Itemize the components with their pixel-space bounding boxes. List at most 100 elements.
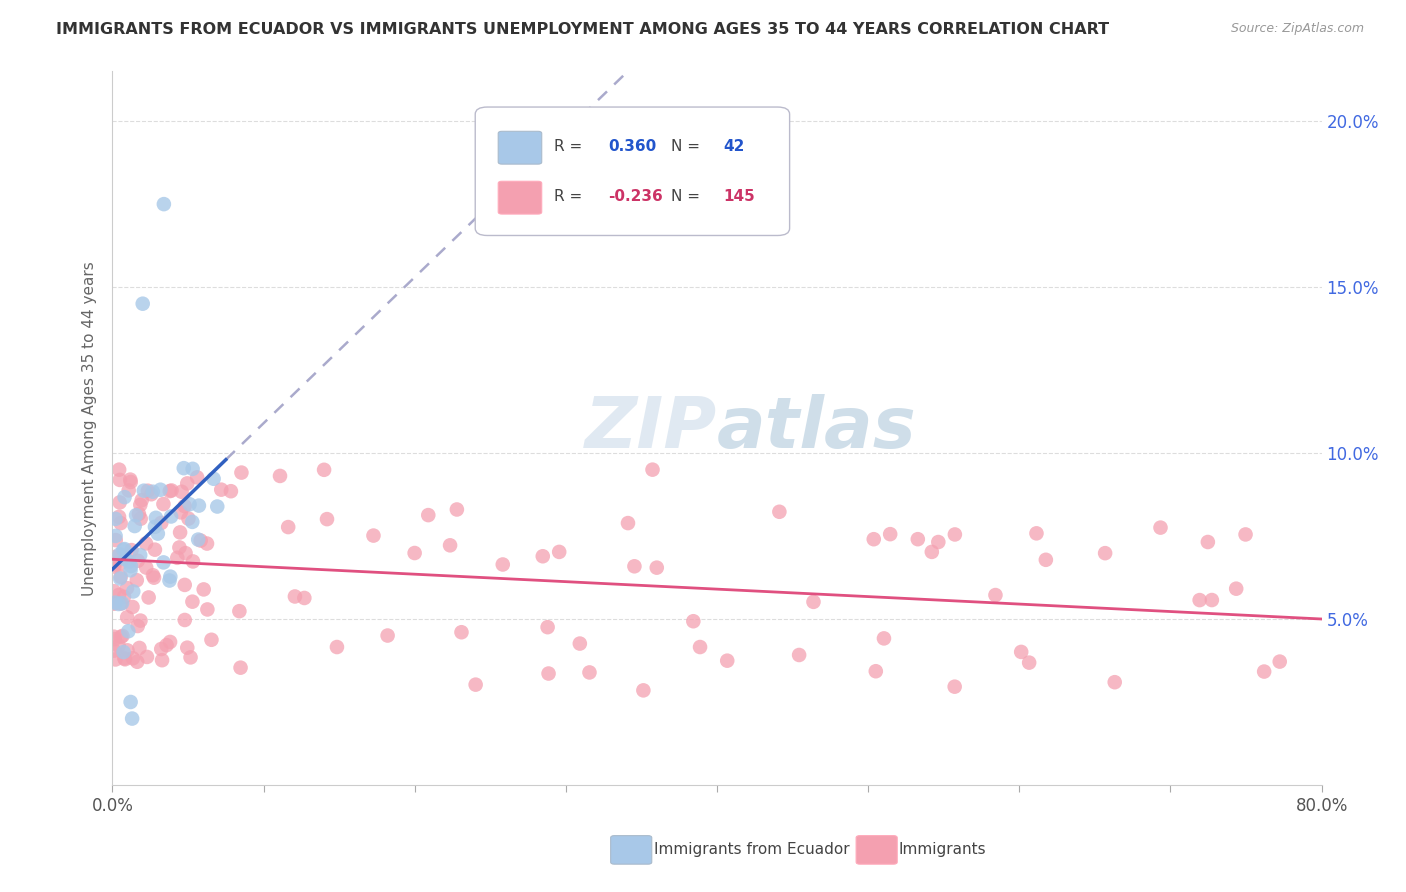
Point xyxy=(108,572,131,586)
Point xyxy=(173,613,195,627)
Point xyxy=(117,643,139,657)
Point xyxy=(149,483,172,497)
Point xyxy=(277,520,299,534)
Point xyxy=(104,512,127,526)
Text: 42: 42 xyxy=(723,139,745,153)
Point xyxy=(787,648,810,662)
Point xyxy=(181,515,204,529)
Point xyxy=(114,542,136,557)
Point xyxy=(187,499,209,513)
Point xyxy=(617,516,640,530)
Point xyxy=(1225,582,1247,596)
Point xyxy=(159,484,181,499)
Point xyxy=(111,596,134,610)
FancyBboxPatch shape xyxy=(475,107,790,235)
Point xyxy=(984,588,1007,602)
Y-axis label: Unemployment Among Ages 35 to 44 years: Unemployment Among Ages 35 to 44 years xyxy=(82,260,97,596)
Point xyxy=(103,584,125,599)
Point xyxy=(1234,527,1257,541)
Point xyxy=(129,614,152,628)
Text: Source: ZipAtlas.com: Source: ZipAtlas.com xyxy=(1230,22,1364,36)
Point xyxy=(120,559,142,574)
Point xyxy=(117,624,139,639)
Point xyxy=(1094,546,1116,560)
Point xyxy=(578,665,600,680)
Point xyxy=(645,560,668,574)
Text: 0.360: 0.360 xyxy=(609,139,657,153)
Point xyxy=(207,500,229,514)
Point xyxy=(464,678,486,692)
Point xyxy=(446,502,468,516)
Point xyxy=(907,532,929,546)
Point xyxy=(159,569,181,583)
Point xyxy=(114,652,136,666)
Point xyxy=(143,571,166,585)
Point xyxy=(138,591,160,605)
Point xyxy=(110,570,132,584)
Point xyxy=(152,497,174,511)
Point xyxy=(943,527,966,541)
Point xyxy=(121,543,143,558)
Point xyxy=(548,545,571,559)
Point xyxy=(160,509,183,524)
Point xyxy=(193,582,215,597)
Point xyxy=(177,511,200,525)
Point xyxy=(143,542,166,557)
Point xyxy=(1188,593,1211,607)
Point xyxy=(108,473,131,487)
Point xyxy=(170,484,193,499)
Point xyxy=(103,558,125,572)
Point xyxy=(120,563,142,577)
Text: IMMIGRANTS FROM ECUADOR VS IMMIGRANTS UNEMPLOYMENT AMONG AGES 35 TO 44 YEARS COR: IMMIGRANTS FROM ECUADOR VS IMMIGRANTS UN… xyxy=(56,22,1109,37)
Point xyxy=(190,533,212,548)
Point xyxy=(115,610,138,624)
Point xyxy=(716,654,738,668)
Text: Immigrants: Immigrants xyxy=(898,842,986,856)
FancyBboxPatch shape xyxy=(498,131,541,164)
Point xyxy=(404,546,426,560)
Point xyxy=(146,526,169,541)
Point xyxy=(122,584,145,599)
Point xyxy=(200,632,222,647)
Point xyxy=(103,559,125,574)
Point xyxy=(150,653,173,667)
Point xyxy=(316,512,339,526)
Point xyxy=(129,512,152,526)
Point xyxy=(1201,593,1223,607)
Point xyxy=(128,507,150,521)
Point xyxy=(153,197,176,211)
Point xyxy=(142,484,165,499)
Point xyxy=(641,463,664,477)
Point xyxy=(174,546,197,560)
Point xyxy=(131,493,153,508)
Point xyxy=(689,640,711,654)
Point xyxy=(803,595,825,609)
Point xyxy=(862,532,884,546)
Point xyxy=(363,528,385,542)
Point xyxy=(114,552,136,566)
Point xyxy=(377,628,399,642)
Point xyxy=(181,554,204,568)
Point xyxy=(127,554,149,568)
Point xyxy=(927,535,949,549)
Point xyxy=(142,568,165,582)
Point xyxy=(865,664,887,678)
Point xyxy=(531,549,554,564)
Point xyxy=(103,643,125,657)
Point xyxy=(120,473,142,487)
Point xyxy=(112,645,135,659)
Point xyxy=(155,638,177,652)
Text: Immigrants from Ecuador: Immigrants from Ecuador xyxy=(654,842,849,856)
Point xyxy=(231,466,253,480)
Point xyxy=(921,545,943,559)
Point xyxy=(135,560,157,574)
Point xyxy=(284,590,307,604)
Point xyxy=(1149,520,1171,534)
FancyBboxPatch shape xyxy=(856,836,897,864)
Point xyxy=(120,475,142,489)
Point xyxy=(209,483,232,497)
Point xyxy=(1268,655,1291,669)
Point xyxy=(633,683,655,698)
Point xyxy=(107,639,129,653)
Point xyxy=(112,542,135,557)
